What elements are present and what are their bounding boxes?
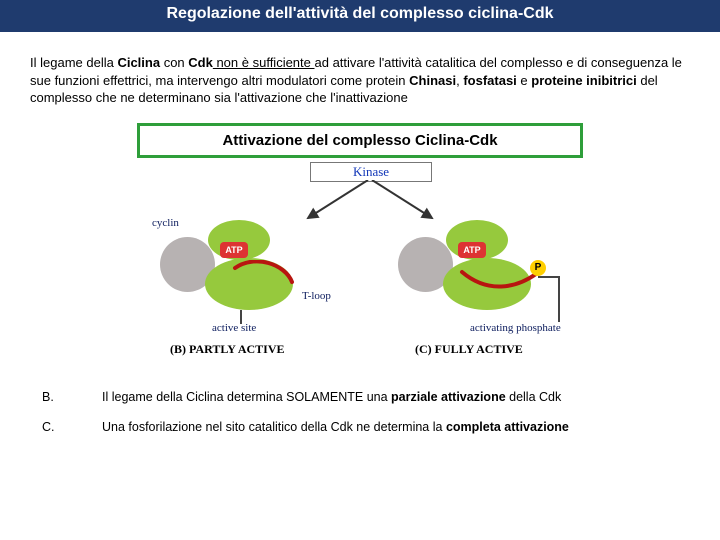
text: Una fosforilazione nel sito catalitico d… xyxy=(102,420,446,434)
kinase-arrows xyxy=(280,180,460,230)
note-tag: B. xyxy=(42,390,102,404)
cyclin-label: cyclin xyxy=(152,217,179,229)
pointer-stick xyxy=(538,276,558,278)
note-text: Il legame della Ciclina determina SOLAME… xyxy=(102,390,690,404)
text: Il legame della xyxy=(30,55,117,70)
text: e xyxy=(517,73,531,88)
footnotes: B. Il legame della Ciclina determina SOL… xyxy=(0,362,720,434)
bold-text: parziale attivazione xyxy=(391,390,506,404)
activation-diagram: Kinase ATP cyclin active site T-loop (B)… xyxy=(140,162,580,362)
atp-badge: ATP xyxy=(458,242,486,258)
slide-title: Regolazione dell'attività del complesso … xyxy=(0,0,720,32)
note-c: C. Una fosforilazione nel sito catalitic… xyxy=(42,420,690,434)
underlined-text: non è sufficiente xyxy=(213,55,315,70)
kw-inibitrici: proteine inibitrici xyxy=(531,73,636,88)
panel-tag: (C) xyxy=(415,342,432,356)
section-heading: Attivazione del complesso Ciclina-Cdk xyxy=(137,123,583,158)
note-b: B. Il legame della Ciclina determina SOL… xyxy=(42,390,690,404)
panel-text: FULLY ACTIVE xyxy=(435,342,523,356)
active-site-label: active site xyxy=(212,322,256,334)
text: con xyxy=(160,55,188,70)
phosphate-badge: P xyxy=(530,260,546,276)
panel-b-caption: (B) PARTLY ACTIVE xyxy=(170,342,285,357)
tloop-b xyxy=(230,260,310,300)
atp-badge: ATP xyxy=(220,242,248,258)
text: della Cdk xyxy=(506,390,562,404)
text: Il legame della Ciclina determina SOLAME… xyxy=(102,390,391,404)
tloop-label: T-loop xyxy=(302,290,331,302)
panel-text: PARTLY ACTIVE xyxy=(189,342,285,356)
kw-ciclina: Ciclina xyxy=(117,55,160,70)
intro-paragraph: Il legame della Ciclina con Cdk non è su… xyxy=(0,32,720,117)
pointer-stick xyxy=(558,276,560,322)
panel-tag: (B) xyxy=(170,342,186,356)
kw-cdk: Cdk xyxy=(188,55,213,70)
kinase-label: Kinase xyxy=(310,162,432,182)
kw-chinasi: Chinasi xyxy=(409,73,456,88)
activating-label: activating phosphate xyxy=(470,322,561,334)
kw-fosfatasi: fosfatasi xyxy=(463,73,516,88)
bold-text: completa attivazione xyxy=(446,420,569,434)
panel-c-caption: (C) FULLY ACTIVE xyxy=(415,342,523,357)
note-tag: C. xyxy=(42,420,102,434)
note-text: Una fosforilazione nel sito catalitico d… xyxy=(102,420,690,434)
